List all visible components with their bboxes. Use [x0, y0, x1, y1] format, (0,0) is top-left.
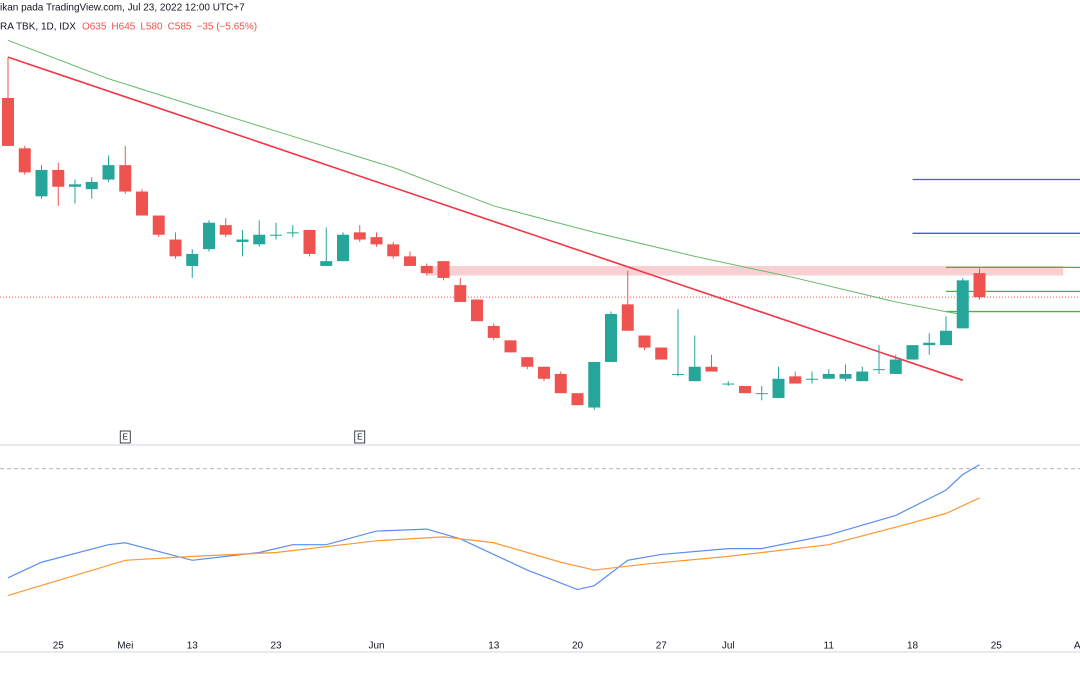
candle-body: [722, 383, 735, 385]
x-tick-label: 13: [488, 641, 500, 652]
x-tick-label: 13: [187, 641, 199, 652]
candle-body: [437, 261, 450, 278]
candle-body: [102, 165, 115, 180]
candle-body: [873, 369, 885, 371]
event-marker: [354, 430, 366, 444]
candle-body: [739, 385, 751, 394]
candle-body: [487, 325, 500, 338]
x-tick-label: 25: [991, 641, 1003, 652]
candle-body: [806, 378, 818, 380]
candle-body: [420, 265, 433, 274]
candle-body: [253, 234, 266, 245]
candle-body: [940, 330, 952, 346]
zone: [426, 265, 1064, 276]
x-tick-label: 20: [572, 641, 584, 652]
candle-body: [688, 366, 701, 382]
candle-body: [2, 97, 14, 146]
candle-body: [705, 366, 718, 372]
x-tick-label: 11: [824, 641, 835, 652]
ohlc-value: H645: [111, 22, 135, 33]
candle-body: [538, 366, 550, 379]
candle-body: [169, 239, 182, 257]
candle-body: [621, 304, 634, 331]
candle-body: [35, 169, 48, 197]
candle-body: [571, 393, 584, 406]
candle-body: [18, 148, 31, 173]
candle-body: [973, 273, 986, 298]
candle-body: [588, 361, 601, 408]
event-label: E: [357, 433, 362, 442]
indicator-line: [7, 464, 980, 591]
candle-body: [822, 373, 835, 379]
candle-body: [337, 234, 349, 262]
candle-body: [186, 253, 199, 266]
header-line: ikan pada TradingView.com, Jul 23, 2022 …: [0, 3, 245, 14]
ohlc-value: O635: [82, 22, 107, 33]
candle-body: [119, 165, 132, 192]
ohlc-value: C585: [168, 22, 192, 33]
ohlc-value: −35 (−5.65%): [196, 22, 257, 33]
candle-body: [219, 225, 232, 235]
candle-body: [152, 215, 165, 235]
candle-body: [454, 285, 467, 302]
candle-body: [52, 169, 65, 187]
symbol-label: RA TBK, 1D, IDX: [0, 22, 76, 33]
x-tick-label: Jul: [722, 641, 735, 652]
candle-body: [789, 376, 802, 384]
candle-body: [136, 191, 148, 216]
candle-body: [320, 261, 333, 266]
x-tick-label: Jun: [368, 641, 384, 652]
candle-body: [69, 184, 81, 187]
candle-body: [471, 299, 483, 322]
trendline: [7, 56, 964, 381]
x-tick-label: 25: [53, 641, 65, 652]
candle-body: [404, 256, 416, 266]
x-tick-label: Mei: [117, 641, 133, 652]
candle-body: [655, 347, 668, 360]
moving-average: [7, 39, 963, 316]
candle-body: [504, 340, 517, 353]
event-label: E: [123, 433, 128, 442]
indicator-line: [7, 497, 980, 596]
event-marker: [119, 430, 131, 444]
candle-body: [387, 244, 400, 257]
candle-body: [286, 232, 299, 234]
candle-body: [889, 359, 902, 374]
candle-body: [923, 342, 936, 346]
candle-body: [521, 357, 534, 367]
candle-body: [370, 237, 383, 245]
candle-body: [772, 378, 785, 398]
candle-body: [85, 181, 98, 190]
candle-body: [906, 345, 919, 360]
x-tick-label: 27: [656, 641, 668, 652]
ohlc-value: L580: [140, 22, 163, 33]
candle-body: [605, 313, 617, 362]
candle-body: [856, 371, 869, 382]
candle-body: [839, 373, 852, 379]
candle-body: [672, 373, 684, 375]
candle-body: [353, 232, 366, 240]
candle-body: [638, 335, 651, 348]
x-tick-label: 23: [270, 641, 282, 652]
candle-body: [303, 229, 316, 254]
x-tick-label: Ag: [1074, 641, 1080, 652]
candle-body: [554, 373, 567, 394]
x-tick-label: 18: [907, 641, 919, 652]
candle-body: [956, 280, 969, 329]
candle-body: [755, 393, 768, 395]
candle-body: [270, 234, 282, 236]
candle-body: [203, 222, 215, 250]
candle-body: [236, 239, 249, 242]
